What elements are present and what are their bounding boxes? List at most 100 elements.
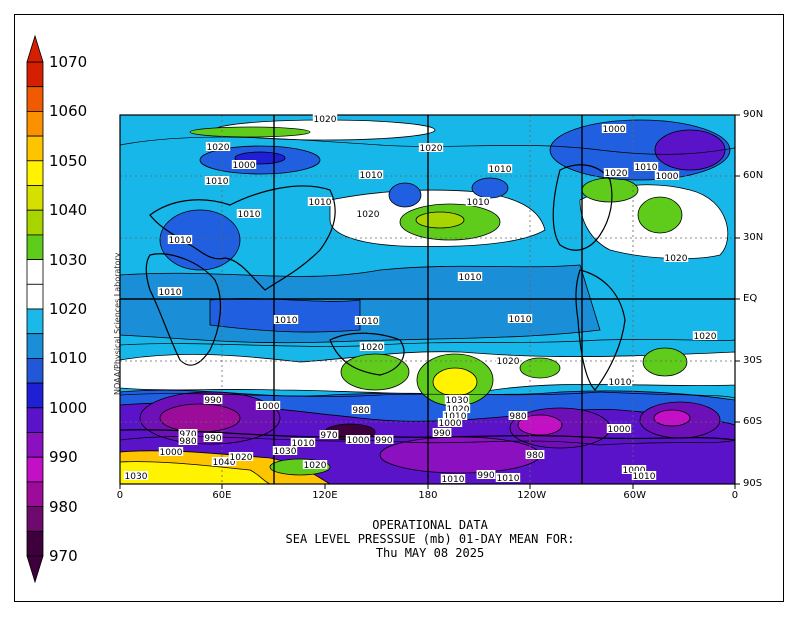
contour-label-bg: [374, 435, 394, 444]
contour-label-bg: [355, 209, 381, 218]
contour-labels: 1020102010001010101010101010102010201010…: [123, 114, 718, 485]
contour-label: 1010: [489, 165, 512, 175]
contour-label: 1000: [257, 402, 280, 412]
lon-label: 0: [731, 490, 739, 501]
contour-label-bg: [442, 411, 468, 420]
lat-label: 30N: [743, 232, 764, 243]
colorbar-label: 1050: [49, 151, 88, 170]
contour-label: 980: [526, 451, 543, 461]
contour-label: 1030: [125, 472, 148, 482]
high-australia: [340, 353, 410, 391]
contour-label-bg: [631, 471, 657, 480]
low-core-atlantic-east: [653, 409, 691, 427]
map-title: OPERATIONAL DATA SEA LEVEL PRESSSUE (mb)…: [230, 518, 630, 560]
isobar: [120, 436, 735, 446]
arctic-high-core: [189, 126, 311, 138]
colorbar-label: 1020: [49, 300, 88, 318]
contour-label-bg: [444, 395, 470, 404]
lat-label: 60N: [743, 170, 764, 181]
contour-label: 1030: [274, 447, 297, 457]
lat-label: EQ: [743, 293, 758, 304]
contour-label-bg: [255, 401, 281, 410]
contour-label-bg: [621, 465, 647, 474]
isobar: [120, 136, 735, 155]
colorbar-label: 1060: [49, 102, 88, 121]
low-core-south-indian: [159, 403, 241, 433]
high-azores: [637, 196, 683, 234]
contour-label-bg: [203, 433, 223, 442]
contour-label-bg: [178, 429, 198, 438]
low-aleutian-west: [388, 182, 422, 208]
contour-label-bg: [432, 428, 452, 437]
contour-label: 1000: [656, 172, 679, 182]
contour-label-bg: [167, 235, 193, 244]
axis-ticks: [119, 114, 740, 489]
contour-label-bg: [507, 314, 533, 323]
contour-label-bg: [345, 435, 371, 444]
coastline: [575, 269, 626, 391]
colorbar-label: 1040: [49, 201, 88, 220]
contour-label: 1020: [361, 343, 384, 353]
contour-label: 980: [352, 406, 369, 416]
title-line-2: SEA LEVEL PRESSSUE (mb) 01-DAY MEAN FOR:: [285, 532, 575, 546]
coastline: [149, 185, 336, 291]
contour-label: 1010: [497, 474, 520, 484]
contour-label-bg: [476, 470, 496, 479]
contour-label-bg: [158, 447, 184, 456]
high-south-atlantic-west: [519, 357, 561, 379]
contour-label-bg: [437, 418, 463, 427]
contour-label: 1030: [446, 396, 469, 406]
contour-label: 1010: [292, 439, 315, 449]
contour-label: 1020: [304, 461, 327, 471]
contour-label: 1010: [444, 412, 467, 422]
contour-label: 980: [179, 437, 196, 447]
contour-label-bg: [607, 377, 633, 386]
high-core-south-pacific: [432, 367, 478, 397]
contour-label: 1010: [275, 316, 298, 326]
contour-label: 1010: [467, 198, 490, 208]
contour-label: 1010: [309, 198, 332, 208]
contour-label-bg: [231, 160, 257, 169]
colorbar-label: 980: [49, 497, 78, 516]
colorbar-label: 970: [49, 547, 78, 565]
contour-label-bg: [606, 424, 632, 433]
contour-label-bg: [359, 342, 385, 351]
coastline: [145, 253, 221, 366]
colorbar-label: 1010: [49, 349, 88, 368]
contour-label-bg: [603, 168, 629, 177]
contour-label-bg: [204, 176, 230, 185]
contour-label-bg: [290, 438, 316, 447]
lon-label: 0: [116, 490, 124, 501]
contour-label-bg: [178, 436, 198, 445]
contour-label: 970: [320, 431, 337, 441]
isobars: [120, 136, 735, 446]
contour-label-bg: [663, 253, 689, 262]
contour-label-bg: [440, 474, 466, 483]
lon-label: 180: [418, 490, 438, 501]
contour-label: 1020: [447, 405, 470, 415]
contour-label-bg: [692, 331, 718, 340]
contour-label-bg: [508, 411, 528, 420]
contour-label-bg: [273, 315, 299, 324]
lat-label: 60S: [743, 416, 763, 427]
contour-label-bg: [211, 457, 237, 466]
contour-label-bg: [354, 316, 380, 325]
contour-label-bg: [302, 460, 328, 469]
low-core-north-atlantic: [654, 129, 726, 171]
contour-label: 1020: [665, 254, 688, 264]
contour-label-bg: [319, 430, 339, 439]
contour-label-bg: [633, 162, 659, 171]
contour-label-bg: [123, 471, 149, 480]
lon-label: 120W: [517, 490, 547, 501]
lon-label: 120E: [312, 490, 338, 501]
contour-label: 1000: [233, 161, 256, 171]
high-core-north-pacific: [415, 211, 465, 229]
contour-label-bg: [236, 209, 262, 218]
colorbar-label: 1030: [49, 250, 88, 269]
contour-label-bg: [654, 171, 680, 180]
contour-label: 1010: [633, 472, 656, 482]
contour-label: 1000: [439, 419, 462, 429]
contour-label: 1040: [213, 458, 236, 468]
contour-label: 1010: [360, 171, 383, 181]
